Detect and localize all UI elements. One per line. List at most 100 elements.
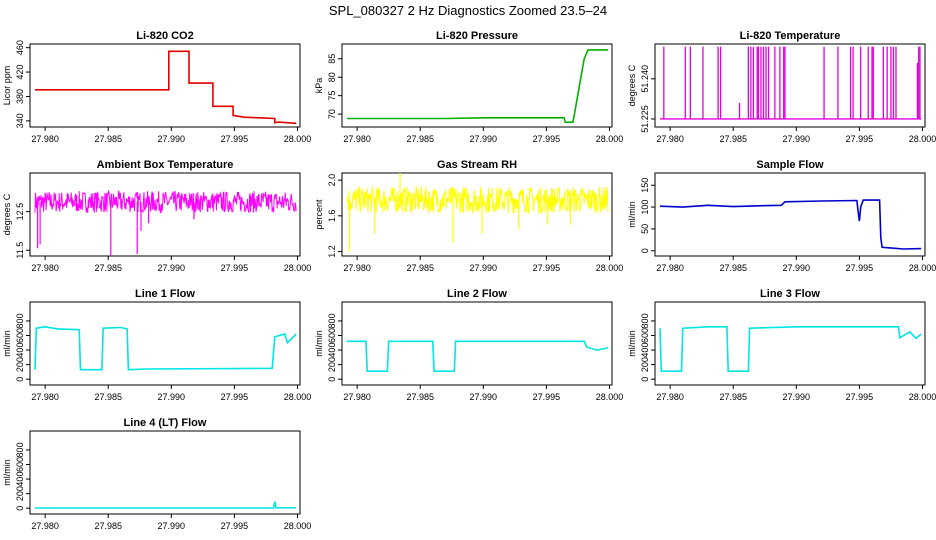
chart-title: Line 1 Flow bbox=[135, 288, 195, 300]
x-tick-label: 27.990 bbox=[470, 392, 498, 402]
y-tick-label: 11.5 bbox=[15, 242, 25, 259]
y-axis-label: ml/min bbox=[2, 330, 12, 357]
series-line bbox=[659, 326, 922, 372]
x-tick-label: 27.990 bbox=[158, 263, 186, 273]
x-tick-label: 27.990 bbox=[158, 521, 186, 531]
x-tick-label: 27.980 bbox=[656, 263, 684, 273]
plot-frame bbox=[654, 301, 926, 386]
x-tick-label: 28.000 bbox=[596, 134, 624, 144]
y-tick-label: 50 bbox=[640, 224, 650, 234]
chart-title: Li-820 Pressure bbox=[436, 30, 518, 42]
plot-frame bbox=[654, 172, 926, 257]
x-tick-label: 27.980 bbox=[343, 263, 371, 273]
x-tick-label: 27.985 bbox=[719, 134, 747, 144]
y-axis-label: ml/min bbox=[627, 201, 637, 228]
y-tick-label: 340 bbox=[15, 113, 25, 128]
y-tick-label: 85 bbox=[327, 54, 337, 64]
x-tick-label: 27.980 bbox=[31, 134, 59, 144]
chart-title: Li-820 CO2 bbox=[136, 30, 193, 42]
series-line bbox=[35, 501, 297, 509]
y-tick-label: 380 bbox=[15, 89, 25, 104]
chart-title: Ambient Box Temperature bbox=[97, 159, 234, 171]
y-tick-label: 0 bbox=[15, 506, 25, 511]
x-tick-label: 27.980 bbox=[31, 263, 59, 273]
figure-title: SPL_080327 2 Hz Diagnostics Zoomed 23.5–… bbox=[329, 3, 607, 18]
y-tick-label: 75 bbox=[327, 91, 337, 101]
y-tick-label: 51.240 bbox=[640, 65, 650, 93]
chart-panel: Ambient Box Temperature 27.980 27.985 27.99… bbox=[2, 159, 311, 273]
x-tick-label: 27.985 bbox=[719, 263, 747, 273]
x-tick-label: 28.000 bbox=[596, 263, 624, 273]
y-tick-label: 800 bbox=[15, 442, 25, 457]
series-line bbox=[347, 340, 609, 372]
chart-title: Gas Stream RH bbox=[437, 159, 517, 171]
y-tick-label: 400 bbox=[640, 343, 650, 358]
x-tick-label: 27.985 bbox=[94, 134, 122, 144]
x-tick-label: 28.000 bbox=[284, 392, 312, 402]
x-tick-label: 27.990 bbox=[783, 263, 811, 273]
chart-title: Sample Flow bbox=[756, 159, 824, 171]
chart-panel: Sample Flow 27.980 27.985 27.990 27.995 28.00… bbox=[627, 159, 936, 273]
x-tick-label: 27.980 bbox=[656, 134, 684, 144]
y-tick-label: 1.6 bbox=[327, 210, 337, 223]
x-tick-label: 28.000 bbox=[596, 392, 624, 402]
series-line bbox=[34, 325, 297, 371]
x-tick-label: 27.995 bbox=[221, 521, 249, 531]
y-tick-label: 600 bbox=[640, 328, 650, 343]
y-axis-label: ml/min bbox=[314, 330, 324, 357]
x-tick-label: 27.995 bbox=[846, 263, 874, 273]
x-tick-label: 27.985 bbox=[406, 134, 434, 144]
plot-frame bbox=[341, 43, 613, 128]
series-line bbox=[347, 49, 609, 123]
y-tick-label: 800 bbox=[640, 313, 650, 328]
chart-panel: Gas Stream RH 27.980 27.985 27.990 27.995 28.… bbox=[314, 159, 623, 273]
y-tick-label: 800 bbox=[327, 313, 337, 328]
x-tick-label: 27.980 bbox=[31, 521, 59, 531]
x-tick-label: 27.990 bbox=[158, 134, 186, 144]
x-tick-label: 28.000 bbox=[284, 134, 312, 144]
plot-frame bbox=[341, 172, 613, 257]
y-axis-label: kPa bbox=[314, 78, 324, 94]
y-tick-label: 200 bbox=[15, 357, 25, 372]
x-tick-label: 27.995 bbox=[221, 392, 249, 402]
y-tick-label: 0 bbox=[640, 377, 650, 382]
x-tick-label: 28.000 bbox=[909, 392, 936, 402]
y-tick-label: 600 bbox=[327, 328, 337, 343]
y-tick-label: 200 bbox=[640, 357, 650, 372]
y-tick-label: 100 bbox=[640, 200, 650, 215]
y-tick-label: 600 bbox=[15, 328, 25, 343]
y-tick-label: 0 bbox=[327, 377, 337, 382]
chart-panel: Line 3 Flow 27.980 27.985 27.990 27.995 28.00… bbox=[627, 288, 936, 402]
chart-title: Li-820 Temperature bbox=[740, 30, 841, 42]
y-tick-label: 51.225 bbox=[640, 105, 650, 133]
y-axis-label: ml/min bbox=[2, 459, 12, 486]
x-tick-label: 28.000 bbox=[909, 134, 936, 144]
x-tick-label: 27.995 bbox=[533, 263, 561, 273]
x-tick-label: 27.980 bbox=[343, 392, 371, 402]
chart-panel: Line 1 Flow 27.980 27.985 27.990 27.995 28.00… bbox=[2, 288, 311, 402]
chart-panel: Line 2 Flow 27.980 27.985 27.990 27.995 28.00… bbox=[314, 288, 623, 402]
x-tick-label: 27.990 bbox=[783, 134, 811, 144]
series-line bbox=[346, 186, 609, 215]
x-tick-label: 28.000 bbox=[909, 263, 936, 273]
y-axis-label: Licor ppm bbox=[2, 66, 12, 106]
y-tick-label: 80 bbox=[327, 72, 337, 82]
x-tick-label: 27.985 bbox=[94, 521, 122, 531]
y-tick-label: 2.0 bbox=[327, 174, 337, 187]
y-axis-label: degrees C bbox=[2, 193, 12, 235]
chart-panel: Line 4 (LT) Flow 27.980 27.985 27.990 27.995… bbox=[2, 417, 311, 531]
x-tick-label: 27.990 bbox=[470, 263, 498, 273]
y-tick-label: 400 bbox=[15, 472, 25, 487]
x-tick-label: 27.980 bbox=[31, 392, 59, 402]
y-tick-label: 400 bbox=[327, 343, 337, 358]
y-tick-label: 200 bbox=[327, 357, 337, 372]
y-tick-label: 0 bbox=[15, 377, 25, 382]
y-axis-label: degrees C bbox=[627, 64, 637, 106]
x-tick-label: 27.995 bbox=[221, 134, 249, 144]
x-tick-label: 28.000 bbox=[284, 263, 312, 273]
y-tick-label: 150 bbox=[640, 178, 650, 193]
series-line bbox=[34, 189, 297, 214]
plot-frame bbox=[29, 172, 301, 257]
x-tick-label: 27.985 bbox=[406, 263, 434, 273]
x-tick-label: 27.990 bbox=[470, 134, 498, 144]
